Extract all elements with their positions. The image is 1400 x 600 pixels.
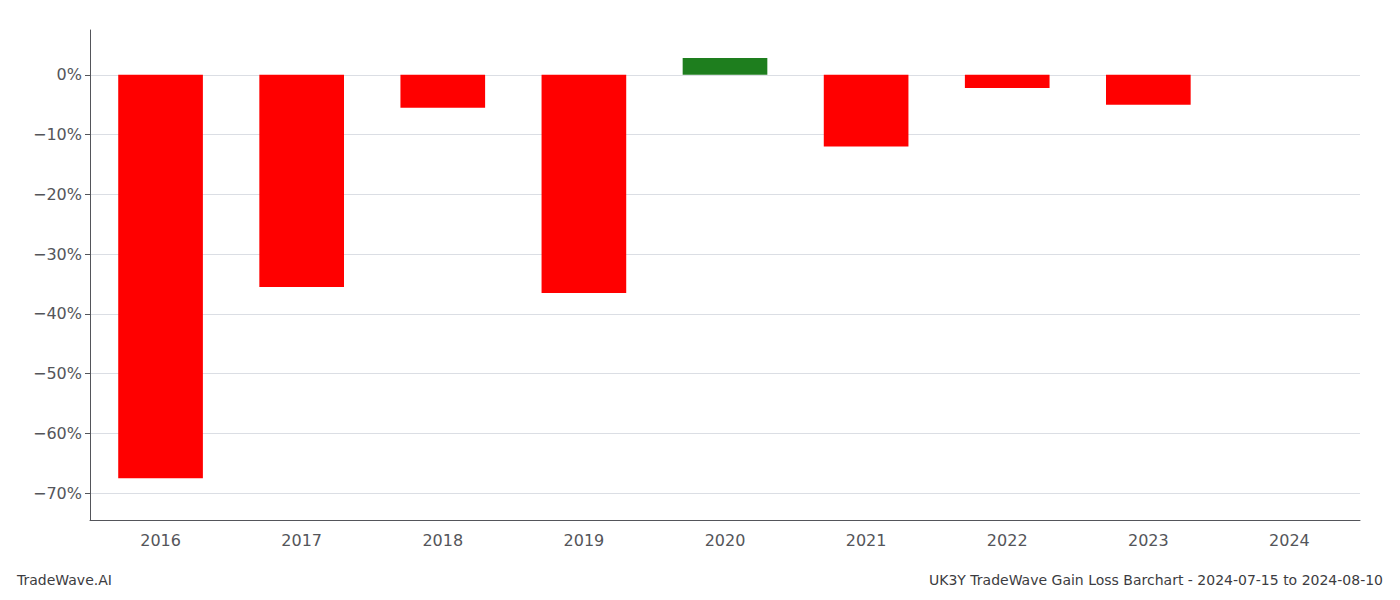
svg-text:−50%: −50% [33,364,82,383]
svg-text:−30%: −30% [33,245,82,264]
svg-text:2024: 2024 [1269,531,1310,550]
svg-text:2023: 2023 [1128,531,1169,550]
svg-text:2016: 2016 [140,531,181,550]
svg-text:−20%: −20% [33,185,82,204]
svg-text:UK3Y TradeWave Gain Loss Barch: UK3Y TradeWave Gain Loss Barchart - 2024… [929,572,1383,588]
svg-text:2019: 2019 [564,531,605,550]
svg-text:−10%: −10% [33,125,82,144]
svg-text:−70%: −70% [33,484,82,503]
svg-text:−40%: −40% [33,304,82,323]
svg-text:TradeWave.AI: TradeWave.AI [16,572,112,588]
svg-text:2021: 2021 [846,531,887,550]
svg-text:−60%: −60% [33,424,82,443]
svg-text:2017: 2017 [281,531,322,550]
svg-text:2022: 2022 [987,531,1028,550]
svg-text:2018: 2018 [422,531,463,550]
svg-text:0%: 0% [57,65,82,84]
svg-text:2020: 2020 [705,531,746,550]
